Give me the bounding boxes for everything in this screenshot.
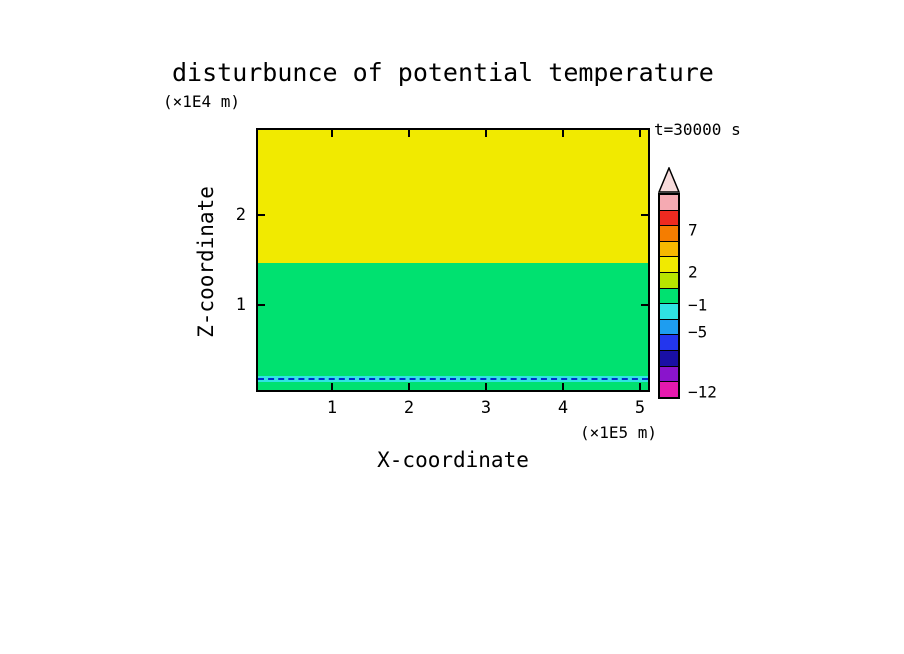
x-axis-tick <box>639 130 641 137</box>
colorbar <box>658 193 680 399</box>
y-tick-label: 2 <box>235 204 246 225</box>
x-tick-label: 5 <box>634 398 646 418</box>
colorbar-segment <box>660 288 678 305</box>
y-axis-tick <box>641 213 648 216</box>
contour-dashed-line <box>258 378 648 380</box>
x-axis-title: X-coordinate <box>377 448 529 472</box>
time-annotation: t=30000 s <box>654 120 741 139</box>
x-axis-tick <box>330 130 333 137</box>
x-tick-label: 4 <box>557 398 569 418</box>
colorbar-segment <box>660 210 678 227</box>
x-axis-tick <box>562 383 565 390</box>
colorbar-label: −12 <box>688 382 717 402</box>
colorbar-label: −5 <box>688 322 708 342</box>
x-axis-tick <box>330 383 333 390</box>
colorbar-segment <box>660 257 678 274</box>
y-tick-label: 1 <box>235 295 246 315</box>
x-tick-label: 1 <box>326 398 338 418</box>
band-bottom-neutral <box>258 382 648 390</box>
x-tick-label: 2 <box>403 398 415 418</box>
x-axis-tick <box>484 383 487 390</box>
x-axis-tick <box>408 130 410 137</box>
x-axis-tick <box>562 130 565 137</box>
x-axis-tick <box>484 130 487 137</box>
colorbar-label: 2 <box>688 262 698 282</box>
x-axis-unit: (×1E5 m) <box>579 423 657 442</box>
colorbar-segment <box>660 195 678 211</box>
y-axis-title: Z-coordinate <box>194 186 218 338</box>
colorbar-segment <box>660 319 678 336</box>
plot-area <box>256 128 650 392</box>
colorbar-segment <box>660 351 678 367</box>
colorbar-segment <box>660 335 678 352</box>
colorbar-segment <box>660 304 678 320</box>
band-cyan-negative-layer <box>258 376 648 382</box>
colorbar-label: −1 <box>688 295 708 315</box>
colorbar-segment <box>660 273 678 289</box>
colorbar-segment <box>660 241 678 258</box>
y-axis-tick <box>641 304 648 306</box>
y-axis-tick <box>258 304 265 306</box>
band-upper-positive <box>258 130 648 263</box>
band-middle-neutral <box>258 263 648 376</box>
colorbar-segment <box>660 366 678 383</box>
x-axis-tick <box>639 383 641 390</box>
colorbar-arrow-tip <box>658 167 680 193</box>
y-axis-unit: (×1E4 m) <box>163 92 241 111</box>
colorbar-label: 7 <box>688 220 698 240</box>
colorbar-segment <box>660 382 678 397</box>
y-axis-tick <box>258 213 265 216</box>
x-tick-label: 3 <box>480 398 492 418</box>
colorbar-segment <box>660 226 678 242</box>
x-axis-tick <box>408 383 410 390</box>
plot-title: disturbunce of potential temperature <box>172 58 714 87</box>
